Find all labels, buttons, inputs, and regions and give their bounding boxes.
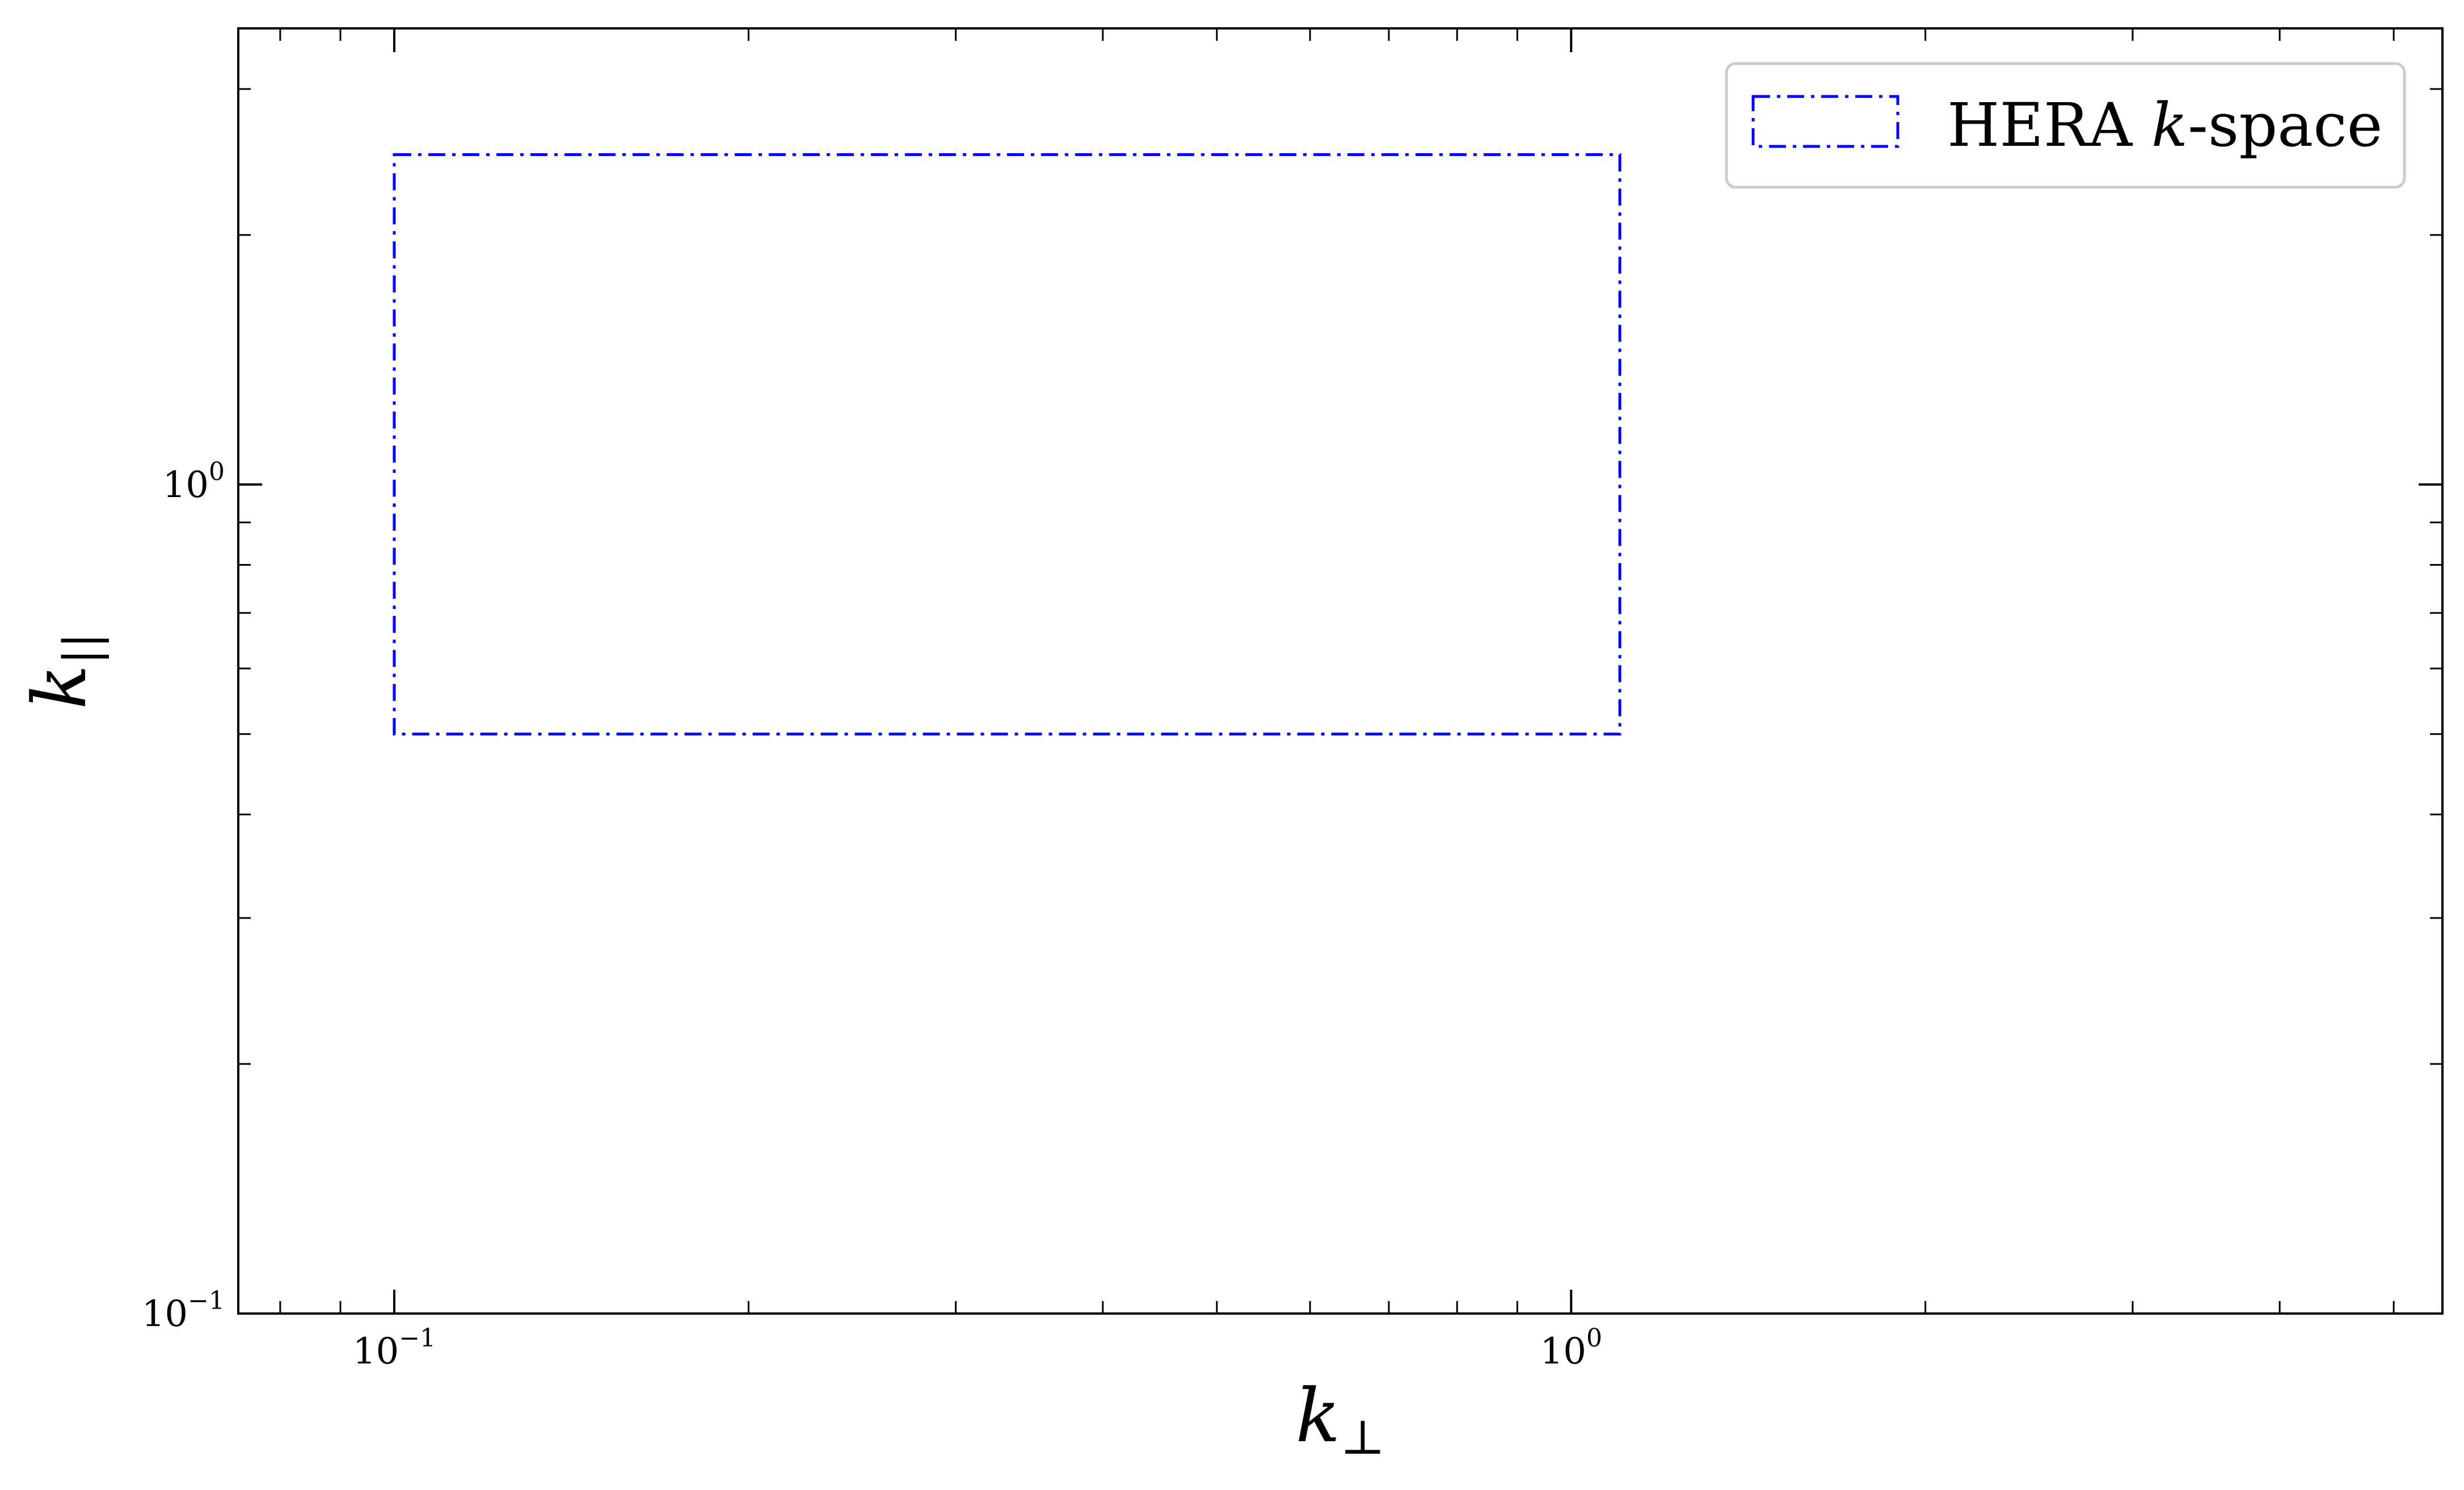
legend-label-prefix: HERA [1947,90,2151,160]
y-axis-label-main: k [16,664,103,709]
x-axis-label-main: k [1296,1373,1341,1459]
legend-label-suffix: -space [2188,90,2382,160]
plot-frame [237,27,2444,1315]
legend-entry-label: HERA k-space [1947,90,2382,160]
y-tick-label: 10−1 [142,1286,225,1335]
legend: HERA k-space [1725,62,2406,189]
ticks-layer [238,28,2442,1315]
y-axis-label: k|| [16,633,109,709]
legend-swatch [1751,95,1899,148]
tick-labels-layer: 10−1 100 10−1 100 [142,457,1602,1373]
y-axis-label-subscript: || [53,633,109,665]
legend-box [1725,62,2406,189]
hera-kspace-region [393,153,1621,736]
y-tick-label: 100 [163,457,225,506]
data-layer [393,153,1621,736]
x-axis-label-subscript: ⊥ [1340,1409,1385,1465]
x-tick-label: 10−1 [353,1324,436,1373]
legend-label-italic: k [2151,90,2188,160]
x-axis-label: k⊥ [1296,1373,1385,1465]
x-tick-label: 100 [1540,1324,1602,1373]
